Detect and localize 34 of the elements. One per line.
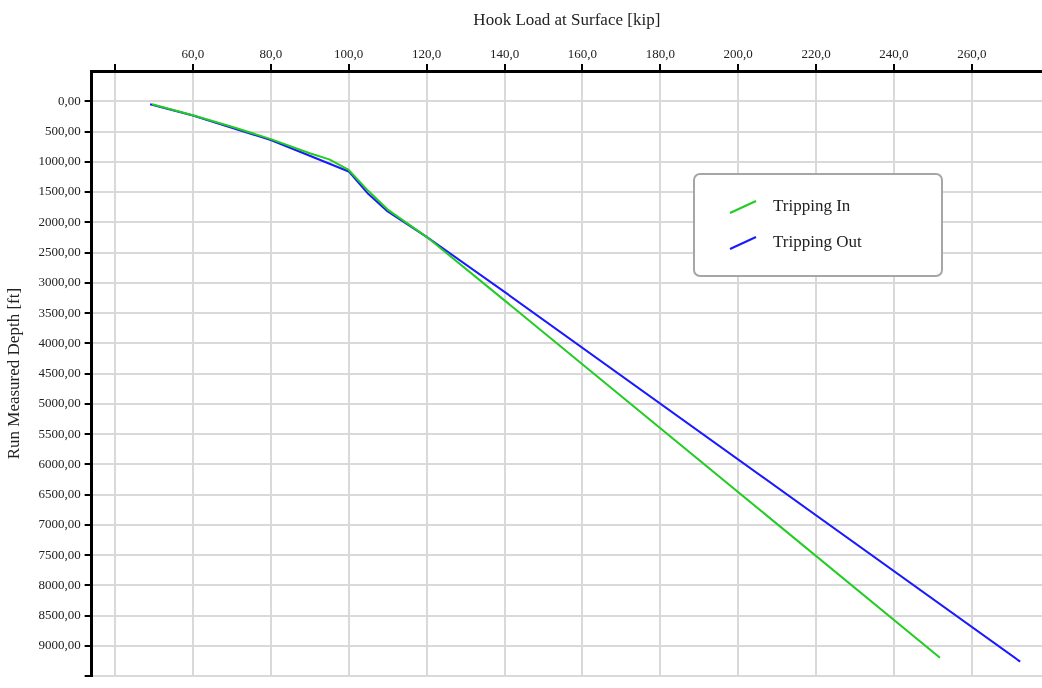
y-tick-label: 6500,00 [38, 486, 81, 502]
x-tick-label: 260,0 [957, 45, 987, 61]
x-axis-title: Hook Load at Surface [kip] [473, 9, 661, 29]
y-tick-label: 4000,00 [38, 334, 81, 350]
x-tick-label: 120,0 [411, 45, 442, 61]
y-tick-label: 4500,00 [38, 365, 81, 381]
x-tick-label: 240,0 [879, 45, 909, 61]
y-tick-label: 1000,00 [38, 153, 81, 169]
y-tick-label: 8500,00 [38, 607, 81, 623]
y-tick-label: 3000,00 [38, 274, 81, 290]
y-tick-label: 5000,00 [38, 395, 81, 411]
y-tick-label: 9000,00 [38, 637, 81, 653]
y-tick-label: 7500,00 [38, 546, 81, 562]
y-tick-label: 1500,00 [38, 183, 81, 199]
x-tick-label: 100,0 [334, 45, 364, 61]
y-tick-label: 0,00 [57, 92, 81, 108]
x-tick-label: 180,0 [645, 45, 675, 61]
x-tick-label: 160,0 [567, 45, 598, 61]
x-tick-label: 200,0 [723, 45, 753, 61]
y-tick-label: 5500,00 [38, 425, 81, 441]
y-tick-label: 2000,00 [38, 213, 81, 229]
legend-label: Tripping In [773, 196, 851, 216]
x-tick-label: 80,0 [259, 45, 283, 61]
y-tick-label: 7000,00 [38, 516, 81, 532]
y-axis-title: Run Measured Depth [ft] [3, 287, 23, 460]
x-tick-label: 140,0 [489, 45, 520, 61]
y-tick-label: 3500,00 [38, 304, 81, 320]
legend-label: Tripping Out [773, 232, 862, 252]
y-tick-label: 500,00 [44, 122, 81, 138]
x-tick-label: 60,0 [181, 45, 205, 61]
y-tick-label: 6000,00 [38, 455, 81, 471]
x-tick-label: 220,0 [801, 45, 831, 61]
y-tick-label: 2500,00 [38, 243, 81, 259]
y-tick-label: 8000,00 [38, 576, 81, 592]
